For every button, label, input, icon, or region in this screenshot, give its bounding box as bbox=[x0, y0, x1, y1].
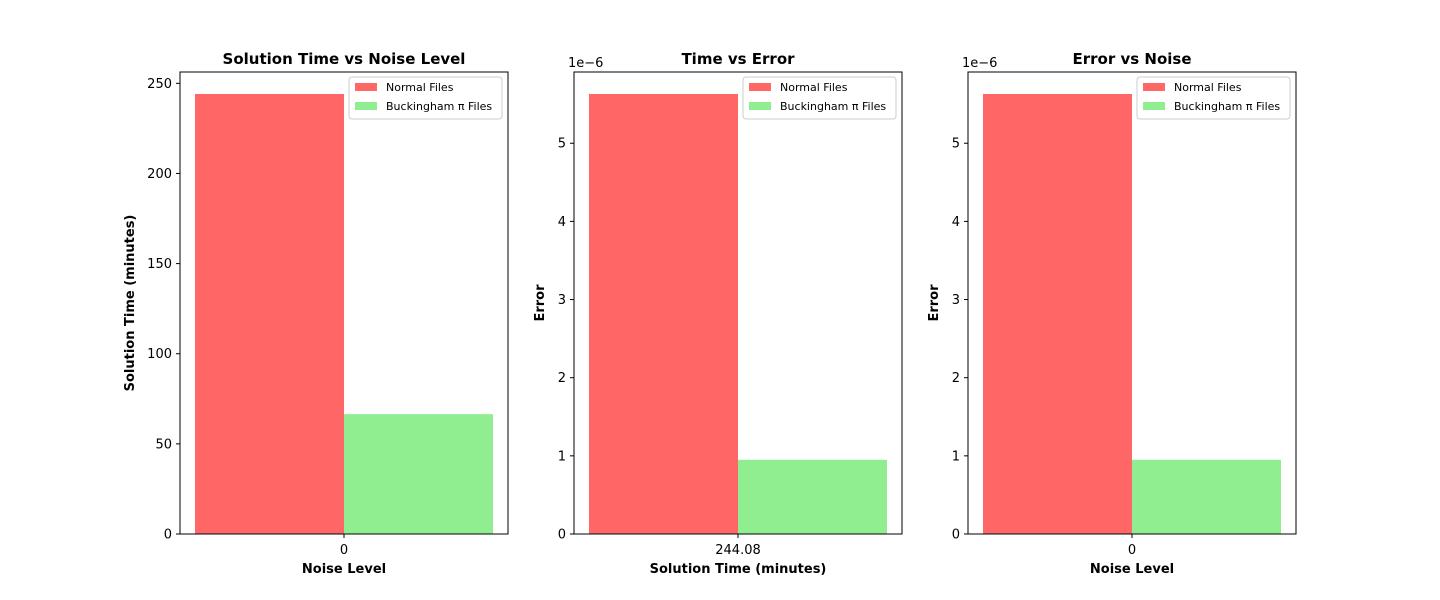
y-tick-label: 200 bbox=[147, 167, 172, 182]
y-axis-label: Error bbox=[927, 284, 942, 322]
legend-swatch-buckingham bbox=[1143, 102, 1165, 110]
legend-label-buckingham: Buckingham π Files bbox=[780, 100, 886, 113]
y-tick-label: 50 bbox=[155, 437, 172, 452]
x-axis-label: Noise Level bbox=[1090, 562, 1174, 577]
legend-label-buckingham: Buckingham π Files bbox=[1174, 100, 1280, 113]
legend-swatch-normal bbox=[1143, 83, 1165, 91]
y-tick-label: 3 bbox=[952, 293, 960, 308]
legend-label-buckingham: Buckingham π Files bbox=[386, 100, 492, 113]
legend: Normal Files Buckingham π Files bbox=[1136, 76, 1291, 120]
y-tick-label: 0 bbox=[952, 528, 960, 543]
y-offset-label: 1e−6 bbox=[962, 56, 997, 71]
x-axis-label: Noise Level bbox=[302, 562, 386, 577]
chart-title: Time vs Error bbox=[681, 50, 795, 68]
bar-normal-0 bbox=[982, 94, 1132, 534]
y-tick-label: 150 bbox=[147, 257, 172, 272]
y-tick-label: 250 bbox=[147, 77, 172, 92]
y-tick-label: 5 bbox=[952, 137, 960, 152]
legend-swatch-normal bbox=[355, 83, 377, 91]
legend-box bbox=[1136, 76, 1291, 120]
legend-label-normal: Normal Files bbox=[1174, 81, 1242, 94]
bar-normal-0 bbox=[194, 93, 344, 534]
x-axis-label: Solution Time (minutes) bbox=[650, 562, 827, 577]
legend-label-normal: Normal Files bbox=[780, 81, 848, 94]
y-tick-label: 5 bbox=[558, 137, 566, 152]
legend-swatch-buckingham bbox=[355, 102, 377, 110]
legend-label-normal: Normal Files bbox=[386, 81, 454, 94]
bar-buckingham-0 bbox=[344, 414, 494, 534]
y-tick-label: 100 bbox=[147, 347, 172, 362]
chart-panel-1: 0 50 100 150 200 250 0 Solution Time vs Noise L… bbox=[123, 50, 509, 577]
legend-box bbox=[742, 76, 897, 120]
y-axis-label: Solution Time (minutes) bbox=[123, 215, 138, 392]
chart-title: Solution Time vs Noise Level bbox=[223, 50, 466, 68]
legend-swatch-normal bbox=[749, 83, 771, 91]
x-tick-label: 0 bbox=[1128, 543, 1136, 558]
y-offset-label: 1e−6 bbox=[568, 56, 603, 71]
bar-buckingham-0 bbox=[1132, 459, 1282, 534]
chart-panel-3: 0 1 2 3 4 5 0 1e−6 Error vs Noise Noise Level Erro… bbox=[927, 50, 1297, 577]
y-tick-label: 0 bbox=[558, 528, 566, 543]
chart-title: Error vs Noise bbox=[1073, 50, 1192, 68]
y-axis-label: Error bbox=[533, 284, 548, 322]
y-tick-label: 0 bbox=[164, 528, 172, 543]
legend: Normal Files Buckingham π Files bbox=[742, 76, 897, 120]
x-tick-label: 244.08 bbox=[715, 543, 761, 558]
y-tick-label: 2 bbox=[558, 371, 566, 386]
y-tick-label: 1 bbox=[952, 449, 960, 464]
y-tick-label: 2 bbox=[952, 371, 960, 386]
y-tick-label: 4 bbox=[558, 215, 566, 230]
x-tick-label: 0 bbox=[340, 543, 348, 558]
bar-normal-0 bbox=[588, 94, 738, 534]
y-tick-label: 1 bbox=[558, 449, 566, 464]
legend-swatch-buckingham bbox=[749, 102, 771, 110]
legend: Normal Files Buckingham π Files bbox=[348, 76, 503, 120]
y-tick-label: 4 bbox=[952, 215, 960, 230]
y-tick-label: 3 bbox=[558, 293, 566, 308]
bar-buckingham-0 bbox=[738, 459, 888, 534]
legend-box bbox=[348, 76, 503, 120]
chart-panel-2: 0 1 2 3 4 5 244.08 1e−6 Time vs Error Solution Ti… bbox=[533, 50, 903, 577]
